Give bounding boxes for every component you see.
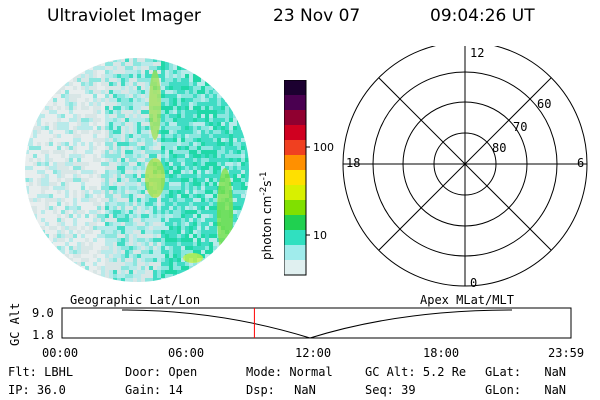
colorbar-band [284, 80, 306, 96]
polar-plot [342, 46, 588, 287]
door-field: Door: Open [125, 365, 198, 379]
colorbar-band [284, 185, 306, 201]
mode-field: Mode: Normal [246, 365, 333, 379]
x-tick-2359: 23:59 [548, 346, 585, 360]
mode-value: Normal [289, 365, 333, 379]
mlt-label-0: 0 [470, 276, 478, 290]
flt-value: LBHL [44, 365, 74, 379]
altitude-timeline [61, 307, 572, 339]
geographic-label: Geographic Lat/Lon [70, 293, 201, 307]
colorbar-frame [284, 80, 307, 276]
colorbar-band [284, 140, 306, 156]
colorbar-band [284, 245, 306, 261]
colorbar [284, 80, 310, 276]
polar-diagonal-2 [378, 77, 552, 251]
time-label: 09:04:26 UT [430, 6, 535, 26]
mlt-label-18: 18 [346, 156, 361, 170]
lat-label-60: 60 [537, 97, 552, 111]
colorbar-tick-label-10: 10 [313, 229, 327, 242]
apex-label: Apex MLat/MLT [420, 293, 514, 307]
colorbar-unit-label: photon cm-2s-1 [259, 171, 274, 260]
colorbar-tick-label-100: 100 [313, 141, 334, 154]
y-tick-1-8: 1.8 [32, 328, 54, 342]
x-tick-1200: 12:00 [295, 346, 332, 360]
colorbar-band [284, 215, 306, 231]
dsp-field: Dsp: NaN [246, 383, 316, 397]
glat-field: GLat: NaN [485, 365, 567, 379]
seq-value: 39 [401, 383, 416, 397]
colorbar-bands [284, 80, 306, 276]
lat-label-70: 70 [513, 120, 528, 134]
seq-field: Seq: 39 [365, 383, 416, 397]
colorbar-band [284, 230, 306, 246]
dsp-value: NaN [294, 383, 316, 397]
colorbar-band [284, 155, 306, 171]
colorbar-band [284, 125, 306, 141]
altitude-curve [121, 309, 513, 339]
lat-label-80: 80 [492, 141, 507, 155]
colorbar-band [284, 170, 306, 186]
ip-value: 36.0 [36, 383, 66, 397]
instrument-title: Ultraviolet Imager [47, 6, 201, 26]
mlt-label-12: 12 [470, 46, 485, 60]
colorbar-band [284, 260, 306, 276]
uv-pixel-layer [25, 58, 249, 282]
timeline-frame [61, 307, 572, 339]
gc-alt-field: GC Alt: 5.2 Re [365, 365, 467, 379]
glat-value: NaN [544, 365, 567, 379]
gc-alt-axis-title: GC Alt [8, 302, 22, 346]
colorbar-band [284, 110, 306, 126]
glon-field: GLon: NaN [485, 383, 567, 397]
y-tick-9: 9.0 [32, 306, 54, 320]
glon-value: NaN [544, 383, 567, 397]
x-tick-1800: 18:00 [423, 346, 460, 360]
mlt-label-6: 6 [577, 156, 585, 170]
colorbar-band [284, 95, 306, 111]
gc-alt-value: 5.2 Re [422, 365, 467, 379]
date-label: 23 Nov 07 [273, 6, 361, 26]
x-tick-0600: 06:00 [168, 346, 205, 360]
colorbar-band [284, 200, 306, 216]
ip-field: IP: 36.0 [8, 383, 66, 397]
gain-field: Gain: 14 [125, 383, 183, 397]
flt-field: Flt: LBHL [8, 365, 74, 379]
x-tick-0000: 00:00 [42, 346, 79, 360]
door-value: Open [168, 365, 198, 379]
gain-value: 14 [168, 383, 183, 397]
uv-image [25, 58, 249, 282]
